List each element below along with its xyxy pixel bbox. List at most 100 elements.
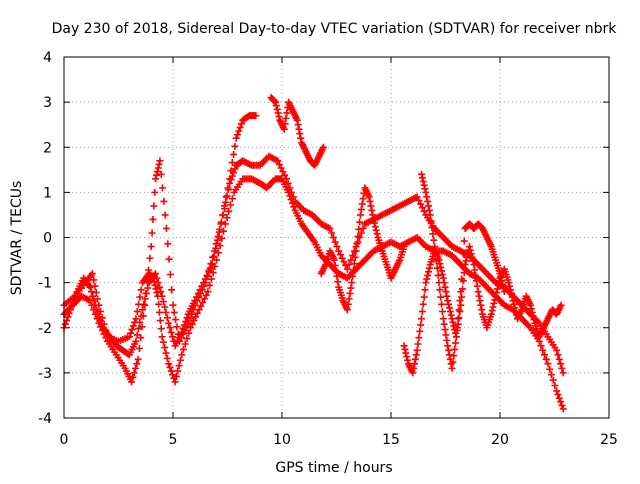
data-point xyxy=(457,288,465,296)
data-point xyxy=(153,274,161,282)
data-point xyxy=(141,295,149,303)
data-point xyxy=(197,302,205,310)
data-point xyxy=(183,314,191,322)
data-point xyxy=(445,346,453,354)
series-track-g xyxy=(418,170,508,372)
data-point xyxy=(431,250,439,258)
data-point xyxy=(471,266,479,274)
data-point xyxy=(439,315,447,323)
data-point xyxy=(166,363,174,371)
data-point xyxy=(452,339,460,347)
data-point xyxy=(295,125,303,133)
data-point xyxy=(346,289,354,297)
data-point xyxy=(411,360,419,368)
data-point xyxy=(430,236,438,244)
data-point xyxy=(412,351,420,359)
data-point xyxy=(558,364,566,372)
data-point xyxy=(449,318,457,326)
data-point xyxy=(438,300,446,308)
data-point xyxy=(182,317,190,325)
data-point xyxy=(426,211,434,219)
y-tick-label: 2 xyxy=(43,140,52,156)
data-point xyxy=(72,291,80,299)
data-point xyxy=(400,243,408,251)
data-point xyxy=(219,211,227,219)
data-point xyxy=(359,224,367,232)
data-point xyxy=(225,207,233,215)
data-point xyxy=(286,192,294,200)
y-tick-label: 0 xyxy=(43,231,52,247)
plot-frame xyxy=(63,56,610,419)
data-point xyxy=(530,316,538,324)
data-point xyxy=(447,311,455,319)
data-point xyxy=(460,269,468,277)
data-point xyxy=(154,164,162,172)
series-track-f xyxy=(400,243,565,377)
data-point xyxy=(274,157,282,165)
data-point xyxy=(547,371,555,379)
data-point xyxy=(95,313,103,321)
data-point xyxy=(220,227,228,235)
data-point xyxy=(477,301,485,309)
x-axis-label: GPS time / hours xyxy=(275,460,392,476)
data-point xyxy=(490,299,498,307)
data-point xyxy=(135,325,143,333)
data-point xyxy=(161,344,169,352)
data-point xyxy=(344,300,352,308)
data-point xyxy=(458,275,466,283)
data-point xyxy=(148,229,156,237)
data-point xyxy=(418,174,426,182)
data-point xyxy=(271,97,279,105)
data-point xyxy=(370,215,378,223)
data-point xyxy=(162,224,170,232)
data-point xyxy=(218,234,226,242)
data-point xyxy=(133,308,141,316)
data-point xyxy=(540,351,548,359)
data-point xyxy=(191,297,199,305)
data-point xyxy=(353,240,361,248)
data-point xyxy=(357,229,365,237)
data-point xyxy=(167,328,175,336)
data-point xyxy=(224,184,232,192)
data-point xyxy=(487,310,495,318)
data-point xyxy=(136,318,144,326)
data-point xyxy=(493,289,501,297)
data-point xyxy=(159,338,167,346)
data-point xyxy=(91,301,99,309)
data-point xyxy=(537,342,545,350)
y-tick-label: 1 xyxy=(43,185,52,201)
data-point xyxy=(210,252,218,260)
y-axis-label: SDTVAR / TECUs xyxy=(9,181,25,296)
data-point xyxy=(436,286,444,294)
data-point xyxy=(336,251,344,259)
data-point xyxy=(65,309,73,317)
data-point xyxy=(227,201,235,209)
data-point xyxy=(555,355,563,363)
data-point xyxy=(149,215,157,223)
data-point xyxy=(198,282,206,290)
data-point xyxy=(411,355,419,363)
data-point xyxy=(162,349,170,357)
data-point xyxy=(279,168,287,176)
data-point xyxy=(200,279,208,287)
data-point xyxy=(331,261,339,269)
data-point xyxy=(220,202,228,210)
data-point xyxy=(277,164,285,172)
data-point xyxy=(450,352,458,360)
data-point xyxy=(417,321,425,329)
data-point xyxy=(424,202,432,210)
data-point xyxy=(528,308,536,316)
data-point xyxy=(228,195,236,203)
data-point xyxy=(356,218,364,226)
data-point xyxy=(416,327,424,335)
data-point xyxy=(201,275,209,283)
data-point xyxy=(213,236,221,244)
data-point xyxy=(445,300,453,308)
data-point xyxy=(215,228,223,236)
data-point xyxy=(369,211,377,219)
data-point xyxy=(137,286,145,294)
data-point xyxy=(133,360,141,368)
data-point xyxy=(290,203,298,211)
data-point xyxy=(163,354,171,362)
data-point xyxy=(342,261,350,269)
